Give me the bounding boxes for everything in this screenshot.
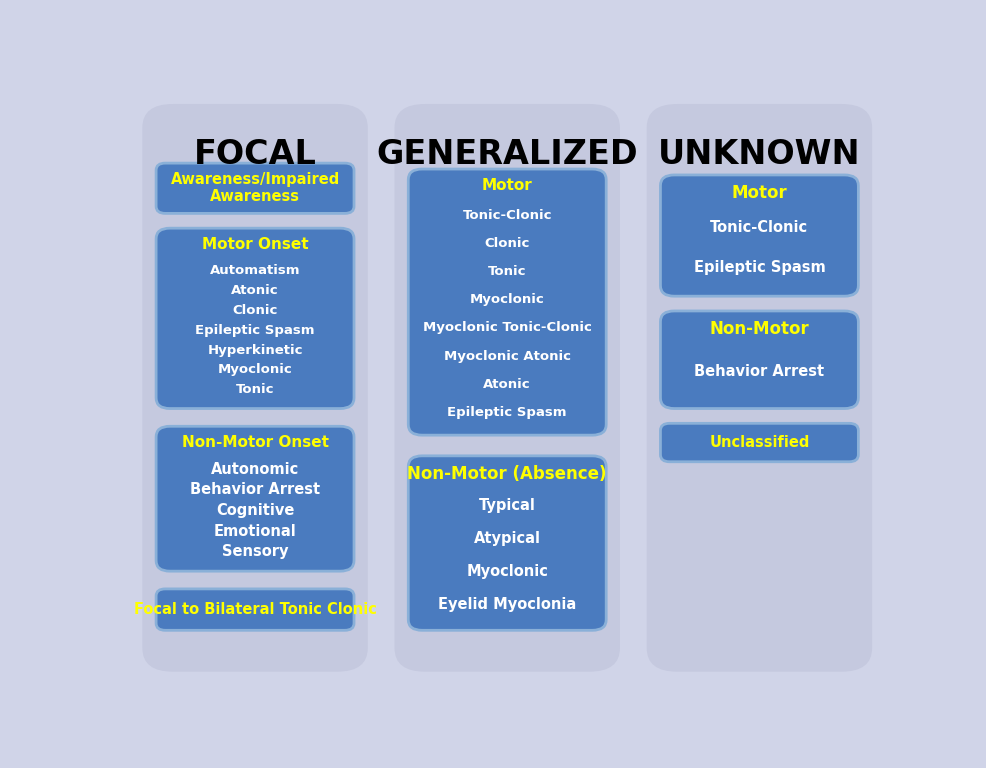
Text: Motor Onset: Motor Onset — [202, 237, 309, 252]
Text: GENERALIZED: GENERALIZED — [377, 137, 638, 170]
Text: FOCAL: FOCAL — [193, 137, 317, 170]
Text: Emotional: Emotional — [214, 524, 297, 538]
Text: Epileptic Spasm: Epileptic Spasm — [448, 406, 567, 419]
FancyBboxPatch shape — [661, 175, 859, 296]
Text: Myoclonic: Myoclonic — [466, 564, 548, 579]
FancyBboxPatch shape — [661, 423, 859, 462]
Text: Typical: Typical — [479, 498, 535, 512]
Text: Myoclonic Tonic-Clonic: Myoclonic Tonic-Clonic — [423, 322, 592, 335]
Text: Clonic: Clonic — [233, 304, 278, 317]
Text: Epileptic Spasm: Epileptic Spasm — [195, 323, 315, 336]
Text: Hyperkinetic: Hyperkinetic — [207, 343, 303, 356]
Text: Non-Motor (Absence): Non-Motor (Absence) — [407, 465, 607, 483]
Text: Cognitive: Cognitive — [216, 503, 294, 518]
Text: Myoclonic: Myoclonic — [218, 363, 293, 376]
Text: Focal to Bilateral Tonic Clonic: Focal to Bilateral Tonic Clonic — [134, 602, 377, 617]
FancyBboxPatch shape — [394, 104, 620, 672]
FancyBboxPatch shape — [661, 311, 859, 409]
Text: Atonic: Atonic — [232, 284, 279, 297]
FancyBboxPatch shape — [156, 589, 354, 631]
Text: Motor: Motor — [482, 178, 532, 193]
Text: Awareness/Impaired
Awareness: Awareness/Impaired Awareness — [171, 172, 340, 204]
Text: Unclassified: Unclassified — [709, 435, 810, 450]
FancyBboxPatch shape — [647, 104, 872, 672]
FancyBboxPatch shape — [156, 426, 354, 571]
Text: Clonic: Clonic — [484, 237, 529, 250]
FancyBboxPatch shape — [156, 228, 354, 409]
Text: UNKNOWN: UNKNOWN — [658, 137, 861, 170]
FancyBboxPatch shape — [142, 104, 368, 672]
Text: Atonic: Atonic — [483, 378, 531, 391]
Text: Non-Motor: Non-Motor — [710, 319, 810, 338]
Text: Epileptic Spasm: Epileptic Spasm — [693, 260, 825, 275]
Text: Tonic: Tonic — [236, 383, 274, 396]
Text: Tonic-Clonic: Tonic-Clonic — [710, 220, 809, 235]
Text: Autonomic: Autonomic — [211, 462, 299, 477]
Text: Behavior Arrest: Behavior Arrest — [190, 482, 320, 498]
Text: Sensory: Sensory — [222, 545, 288, 559]
Text: Tonic-Clonic: Tonic-Clonic — [462, 209, 552, 222]
Text: Non-Motor Onset: Non-Motor Onset — [181, 435, 328, 450]
FancyBboxPatch shape — [408, 169, 606, 435]
Text: Motor: Motor — [732, 184, 787, 202]
FancyBboxPatch shape — [408, 456, 606, 631]
Text: Behavior Arrest: Behavior Arrest — [694, 364, 824, 379]
FancyBboxPatch shape — [156, 163, 354, 214]
Text: Eyelid Myoclonia: Eyelid Myoclonia — [438, 598, 577, 612]
Text: Tonic: Tonic — [488, 265, 527, 278]
Text: Atypical: Atypical — [473, 531, 540, 546]
Text: Myoclonic Atonic: Myoclonic Atonic — [444, 349, 571, 362]
Text: Myoclonic: Myoclonic — [470, 293, 544, 306]
Text: Automatism: Automatism — [210, 264, 301, 277]
